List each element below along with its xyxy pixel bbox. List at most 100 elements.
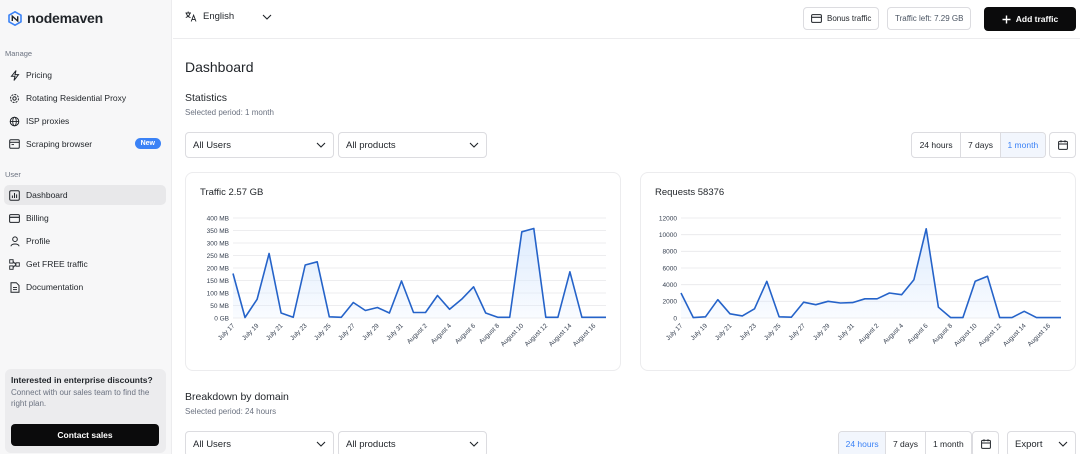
sidebar-item-label: Profile: [26, 236, 51, 246]
y-tick-label: 50 MB: [210, 303, 229, 310]
x-tick-label: July 27: [337, 322, 357, 342]
x-tick-label: August 2: [406, 322, 429, 345]
sidebar-item-pricing[interactable]: Pricing: [4, 65, 166, 85]
breakdown-users-select[interactable]: All Users: [185, 431, 334, 454]
x-tick-label: July 27: [787, 322, 807, 342]
x-tick-label: August 10: [953, 322, 979, 348]
y-tick-label: 300 MB: [207, 240, 229, 247]
traffic-left-indicator: Traffic left: 7.29 GB: [887, 7, 972, 30]
products-select-value: All products: [346, 139, 396, 151]
x-tick-label: August 16: [572, 322, 598, 348]
card-icon: [9, 213, 20, 224]
sidebar-item-label: Billing: [26, 213, 49, 223]
date-picker-button[interactable]: [1049, 132, 1076, 158]
range-24-hours[interactable]: 24 hours: [839, 432, 887, 454]
add-traffic-label: Add traffic: [1015, 14, 1059, 24]
sidebar-item-label: Dashboard: [26, 190, 68, 200]
y-tick-label: 8000: [663, 249, 678, 256]
x-tick-label: August 12: [524, 322, 550, 348]
share-icon: [9, 258, 20, 270]
breakdown-period: Selected period: 24 hours: [185, 407, 277, 416]
add-traffic-button[interactable]: Add traffic: [984, 7, 1076, 31]
brand-logo[interactable]: nodemaven: [8, 10, 103, 26]
promo-title: Interested in enterprise discounts?: [11, 375, 153, 385]
products-select[interactable]: All products: [338, 132, 487, 158]
sidebar-item-documentation[interactable]: Documentation: [4, 277, 166, 297]
breakdown-date-picker-button[interactable]: [972, 431, 999, 454]
range-1-month[interactable]: 1 month: [1000, 133, 1045, 157]
y-tick-label: 4000: [663, 282, 678, 289]
sidebar-item-isp-proxies[interactable]: ISP proxies: [4, 111, 166, 131]
x-tick-label: July 19: [241, 322, 261, 342]
language-label: English: [203, 11, 235, 22]
y-tick-label: 0: [673, 315, 677, 322]
range-1-month[interactable]: 1 month: [932, 439, 964, 449]
y-tick-label: 200 MB: [207, 265, 229, 272]
sidebar-item-dashboard[interactable]: Dashboard: [4, 185, 166, 205]
requests-chart: 0 2000 4000 6000 8000 10000 12000 July 17 July 1…: [659, 215, 1061, 348]
statistics-period: Selected period: 1 month: [185, 108, 274, 117]
users-select[interactable]: All Users: [185, 132, 334, 158]
range-7-days[interactable]: 7 days: [886, 432, 926, 454]
x-tick-label: July 23: [738, 322, 758, 342]
language-selector[interactable]: English: [185, 11, 272, 22]
sidebar: nodemaven Manage Pricing Rotating Reside…: [0, 0, 172, 454]
range-7-days[interactable]: 7 days: [961, 133, 1001, 157]
card-icon: [811, 14, 822, 23]
x-tick-label: August 12: [977, 322, 1003, 348]
calendar-icon: [980, 439, 991, 449]
sidebar-item-scraping-browser[interactable]: Scraping browser New: [4, 134, 166, 154]
promo-text: Connect with our sales team to find the …: [11, 388, 150, 408]
contact-sales-button[interactable]: Contact sales: [11, 424, 159, 446]
page-title: Dashboard: [185, 59, 254, 75]
y-tick-label: 6000: [663, 265, 678, 272]
x-tick-label: August 6: [454, 322, 477, 345]
globe-icon: [9, 116, 20, 127]
x-tick-label: August 8: [931, 322, 954, 345]
chevron-down-icon: [1058, 441, 1068, 447]
sidebar-item-label: Pricing: [26, 70, 52, 80]
products-select-value: All products: [346, 438, 396, 450]
sidebar-item-label: ISP proxies: [26, 116, 70, 126]
new-badge: New: [134, 138, 161, 149]
x-tick-label: July 17: [665, 322, 685, 342]
sidebar-item-label: Get FREE traffic: [26, 259, 88, 269]
x-tick-label: August 14: [1002, 322, 1028, 348]
bonus-traffic-label: Bonus traffic: [827, 14, 872, 23]
x-tick-label: August 8: [478, 322, 501, 345]
chevron-down-icon: [262, 14, 272, 20]
x-tick-label: July 25: [763, 322, 783, 342]
range-24-hours[interactable]: 24 hours: [912, 133, 962, 157]
breakdown-products-select[interactable]: All products: [338, 431, 487, 454]
sidebar-item-profile[interactable]: Profile: [4, 231, 166, 251]
traffic-chart-title: Traffic 2.57 GB: [200, 187, 264, 198]
y-tick-label: 10000: [659, 232, 677, 239]
y-tick-label: 350 MB: [207, 228, 229, 235]
y-tick-label: 12000: [659, 215, 677, 222]
y-tick-label: 2000: [663, 299, 678, 306]
y-tick-label: 0 GB: [214, 315, 229, 322]
x-tick-label: July 25: [313, 322, 333, 342]
calendar-icon: [1057, 140, 1068, 150]
breakdown-heading: Breakdown by domain: [185, 391, 289, 403]
bonus-traffic-button[interactable]: Bonus traffic: [803, 7, 880, 30]
sidebar-item-billing[interactable]: Billing: [4, 208, 166, 228]
statistics-heading: Statistics: [185, 92, 228, 104]
x-tick-label: July 29: [812, 322, 832, 342]
x-tick-label: July 29: [361, 322, 381, 342]
sidebar-item-get-free-traffic[interactable]: Get FREE traffic: [4, 254, 166, 274]
sidebar-item-rotating-residential-proxy[interactable]: Rotating Residential Proxy: [4, 88, 166, 108]
breakdown-range-selector: 24 hours 7 days 1 month: [838, 431, 972, 454]
series-area: [681, 228, 1061, 318]
x-tick-label: July 21: [265, 322, 285, 342]
y-tick-label: 250 MB: [207, 253, 229, 260]
series-line: [680, 228, 1061, 319]
translate-icon: [185, 11, 197, 22]
y-tick-label: 400 MB: [207, 215, 229, 222]
x-tick-label: July 31: [837, 322, 857, 342]
chevron-down-icon: [469, 142, 479, 148]
export-dropdown[interactable]: Export: [1007, 431, 1076, 454]
x-tick-label: July 31: [385, 322, 405, 342]
brand-name: nodemaven: [27, 10, 103, 26]
chevron-down-icon: [316, 142, 326, 148]
